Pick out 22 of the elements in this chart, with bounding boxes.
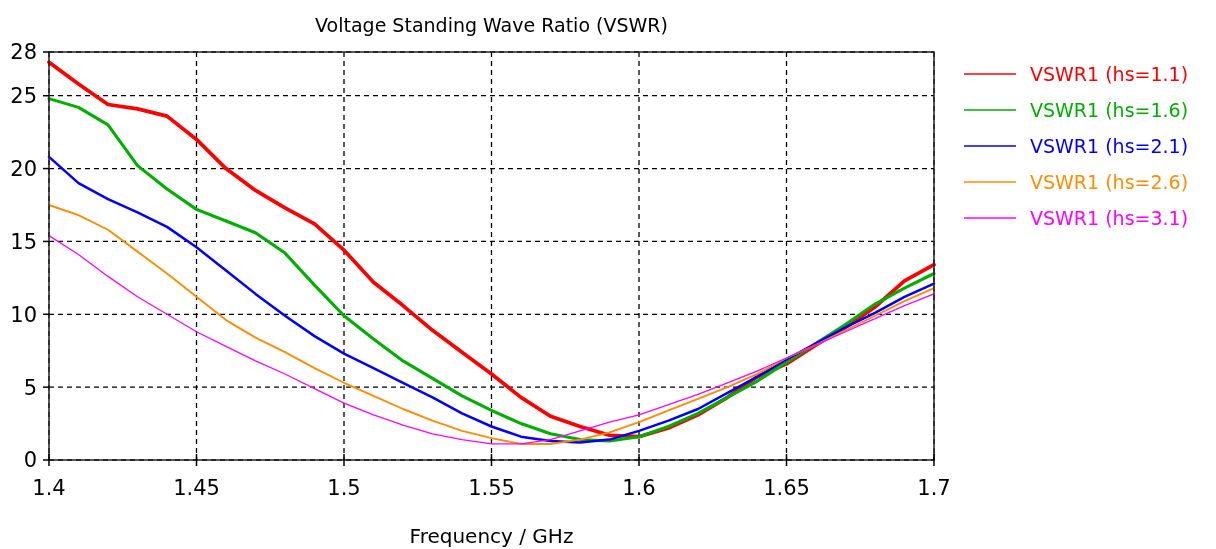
y-tick-label: 10 — [10, 302, 37, 327]
chart-title: Voltage Standing Wave Ratio (VSWR) — [315, 14, 668, 36]
legend-label: VSWR1 (hs=1.1) — [1030, 62, 1189, 85]
x-axis-title: Frequency / GHz — [409, 524, 574, 548]
x-tick-label: 1.55 — [468, 476, 515, 500]
line-series — [47, 155, 936, 444]
x-tick-label: 1.4 — [32, 476, 66, 500]
y-tick-label: 25 — [10, 84, 37, 109]
legend-label: VSWR1 (hs=1.6) — [1030, 98, 1189, 121]
y-tick-label: 5 — [23, 375, 37, 400]
x-tick-label: 1.7 — [917, 476, 951, 500]
y-tick-label: 15 — [10, 229, 37, 254]
x-tick-label: 1.6 — [622, 476, 656, 500]
x-tick-label: 1.45 — [173, 476, 220, 500]
y-tick-label: 20 — [10, 156, 37, 181]
legend-label: VSWR1 (hs=2.1) — [1030, 134, 1189, 157]
y-tick-label: 28 — [10, 40, 37, 65]
x-tick-label: 1.65 — [763, 476, 810, 500]
x-tick-label: 1.5 — [327, 476, 361, 500]
legend-label: VSWR1 (hs=3.1) — [1030, 206, 1189, 229]
legend-label: VSWR1 (hs=2.6) — [1030, 170, 1189, 193]
y-tick-label: 0 — [23, 448, 37, 473]
